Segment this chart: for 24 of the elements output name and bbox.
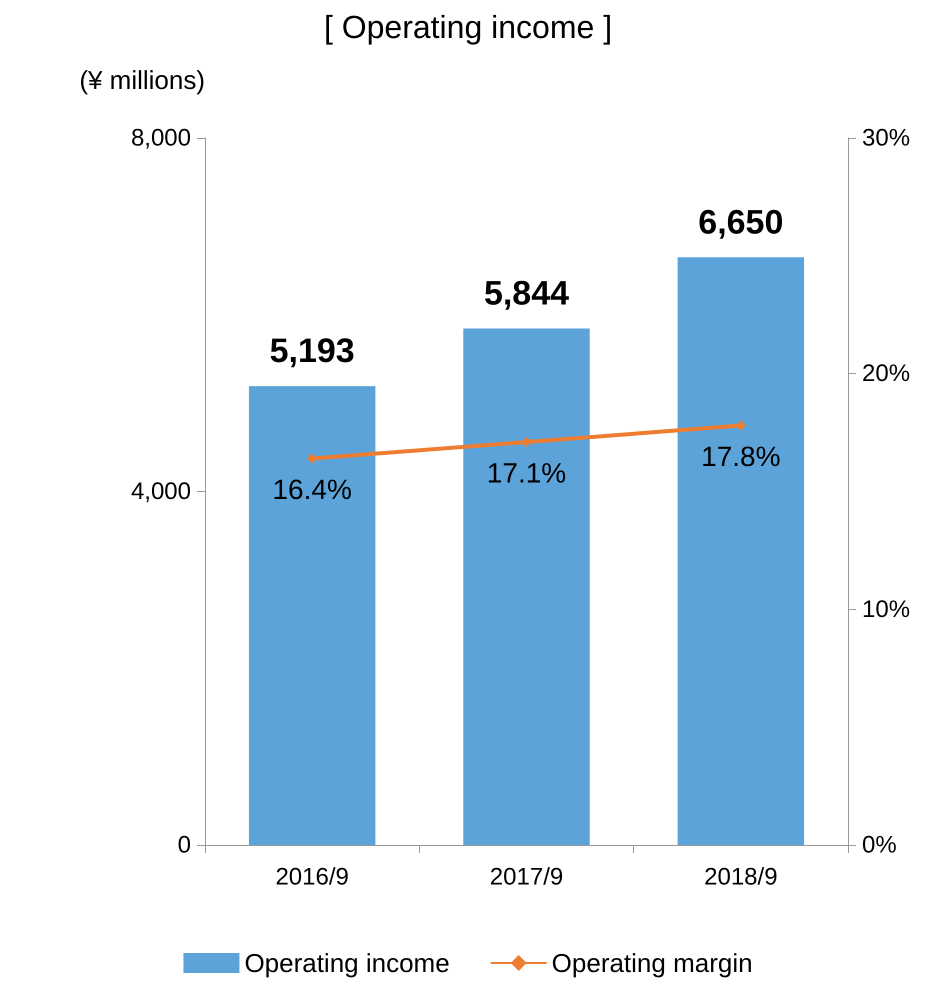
data-label: 5,193 <box>270 332 355 370</box>
data-label: 5,844 <box>484 274 570 313</box>
y-tick-label: 8,000 <box>130 124 191 152</box>
y2-tick-label: 10% <box>862 596 910 623</box>
y-axis-title: (¥ millions) <box>79 65 205 95</box>
bar <box>463 328 590 845</box>
y2-tick-label: 20% <box>862 360 910 388</box>
x-tick-label: 2017/9 <box>490 864 564 890</box>
y2-tick-label: 30% <box>862 124 910 152</box>
data-label: 17.1% <box>486 458 566 489</box>
data-label: 6,650 <box>698 203 784 242</box>
point <box>522 437 532 448</box>
bar <box>678 257 804 845</box>
chart-title: [ Operating income ] <box>324 9 612 45</box>
data-label: 16.4% <box>272 474 352 506</box>
legend-label: Operating margin <box>552 948 753 978</box>
data-label: 17.8% <box>701 441 781 472</box>
legend-label: Operating income <box>244 948 450 978</box>
bar <box>248 386 376 845</box>
x-tick-label: 2016/9 <box>275 864 349 890</box>
y2-tick-label: 0% <box>862 832 897 858</box>
y-tick-label: 0 <box>178 832 191 858</box>
x-tick-label: 2018/9 <box>704 864 778 890</box>
y-tick-label: 4,000 <box>130 478 191 505</box>
